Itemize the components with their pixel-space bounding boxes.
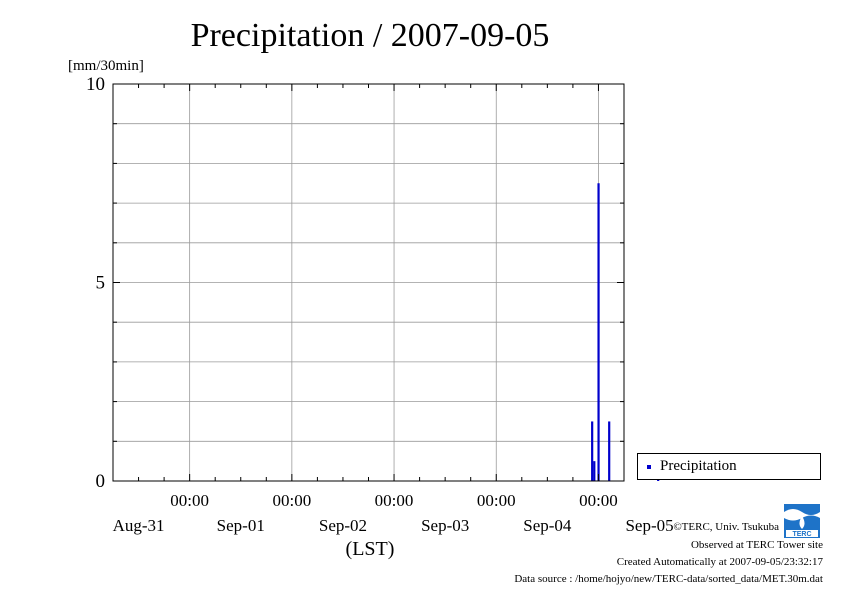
created-text: Created Automatically at 2007-09-05/23:3…	[616, 556, 823, 568]
copyright-text: ©TERC, Univ. Tsukuba	[673, 521, 779, 533]
x-tick-time-label: 00:00	[170, 491, 209, 510]
grid-lines	[113, 84, 624, 481]
x-tick-time-label: 00:00	[375, 491, 414, 510]
x-tick-time-label: 00:00	[579, 491, 618, 510]
data-source-text: Data source : /home/hojyo/new/TERC-data/…	[514, 573, 823, 585]
chart-title: Precipitation / 2007-09-05	[191, 17, 550, 54]
x-date-label: Sep-05	[625, 516, 673, 535]
precipitation-bar	[591, 421, 594, 481]
observed-text: Observed at TERC Tower site	[690, 539, 823, 551]
y-tick-label: 10	[86, 74, 105, 95]
precipitation-bar	[593, 461, 596, 481]
legend: Precipitation	[637, 453, 821, 480]
y-tick-label: 0	[96, 471, 106, 492]
terc-logo-icon: TERC	[784, 504, 820, 538]
precipitation-bar	[608, 421, 611, 481]
logo-text: TERC	[792, 531, 811, 538]
precipitation-bar	[597, 183, 600, 481]
y-axis-ticks: 0 5 10	[86, 74, 624, 492]
x-date-label: Sep-04	[523, 516, 572, 535]
x-date-label: Sep-03	[421, 516, 469, 535]
legend-swatch	[647, 465, 651, 469]
x-tick-time-label: 00:00	[272, 491, 311, 510]
x-date-label: Sep-02	[319, 516, 367, 535]
y-axis-unit-label: [mm/30min]	[68, 58, 144, 74]
x-date-label: Sep-01	[217, 516, 265, 535]
y-tick-label: 5	[96, 273, 106, 294]
x-axis-label: (LST)	[346, 538, 395, 560]
legend-label: Precipitation	[660, 458, 737, 474]
x-axis-ticks: 00:00 00:00 00:00 00:00 00:00 Aug-31 Sep-01 Sep…	[112, 84, 674, 535]
bar-series	[591, 183, 660, 481]
x-tick-time-label: 00:00	[477, 491, 516, 510]
x-date-label: Aug-31	[113, 516, 165, 535]
